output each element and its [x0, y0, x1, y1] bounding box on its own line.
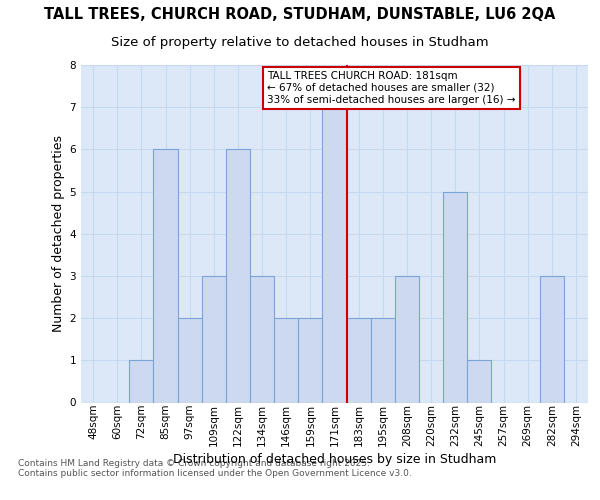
Bar	[395, 276, 419, 402]
Bar	[322, 107, 347, 403]
Text: TALL TREES CHURCH ROAD: 181sqm
← 67% of detached houses are smaller (32)
33% of : TALL TREES CHURCH ROAD: 181sqm ← 67% of …	[267, 72, 515, 104]
X-axis label: Distribution of detached houses by size in Studham: Distribution of detached houses by size …	[173, 453, 496, 466]
Bar	[129, 360, 154, 403]
Bar	[154, 150, 178, 402]
Bar	[298, 318, 322, 402]
Text: Size of property relative to detached houses in Studham: Size of property relative to detached ho…	[111, 36, 489, 49]
Bar	[202, 276, 226, 402]
Bar	[347, 318, 371, 402]
Bar	[443, 192, 467, 402]
Bar	[371, 318, 395, 402]
Bar	[226, 150, 250, 402]
Text: Contains HM Land Registry data © Crown copyright and database right 2025.
Contai: Contains HM Land Registry data © Crown c…	[18, 458, 412, 478]
Y-axis label: Number of detached properties: Number of detached properties	[52, 135, 65, 332]
Bar	[274, 318, 298, 402]
Bar	[178, 318, 202, 402]
Text: TALL TREES, CHURCH ROAD, STUDHAM, DUNSTABLE, LU6 2QA: TALL TREES, CHURCH ROAD, STUDHAM, DUNSTA…	[44, 7, 556, 22]
Bar	[250, 276, 274, 402]
Bar	[467, 360, 491, 403]
Bar	[540, 276, 564, 402]
